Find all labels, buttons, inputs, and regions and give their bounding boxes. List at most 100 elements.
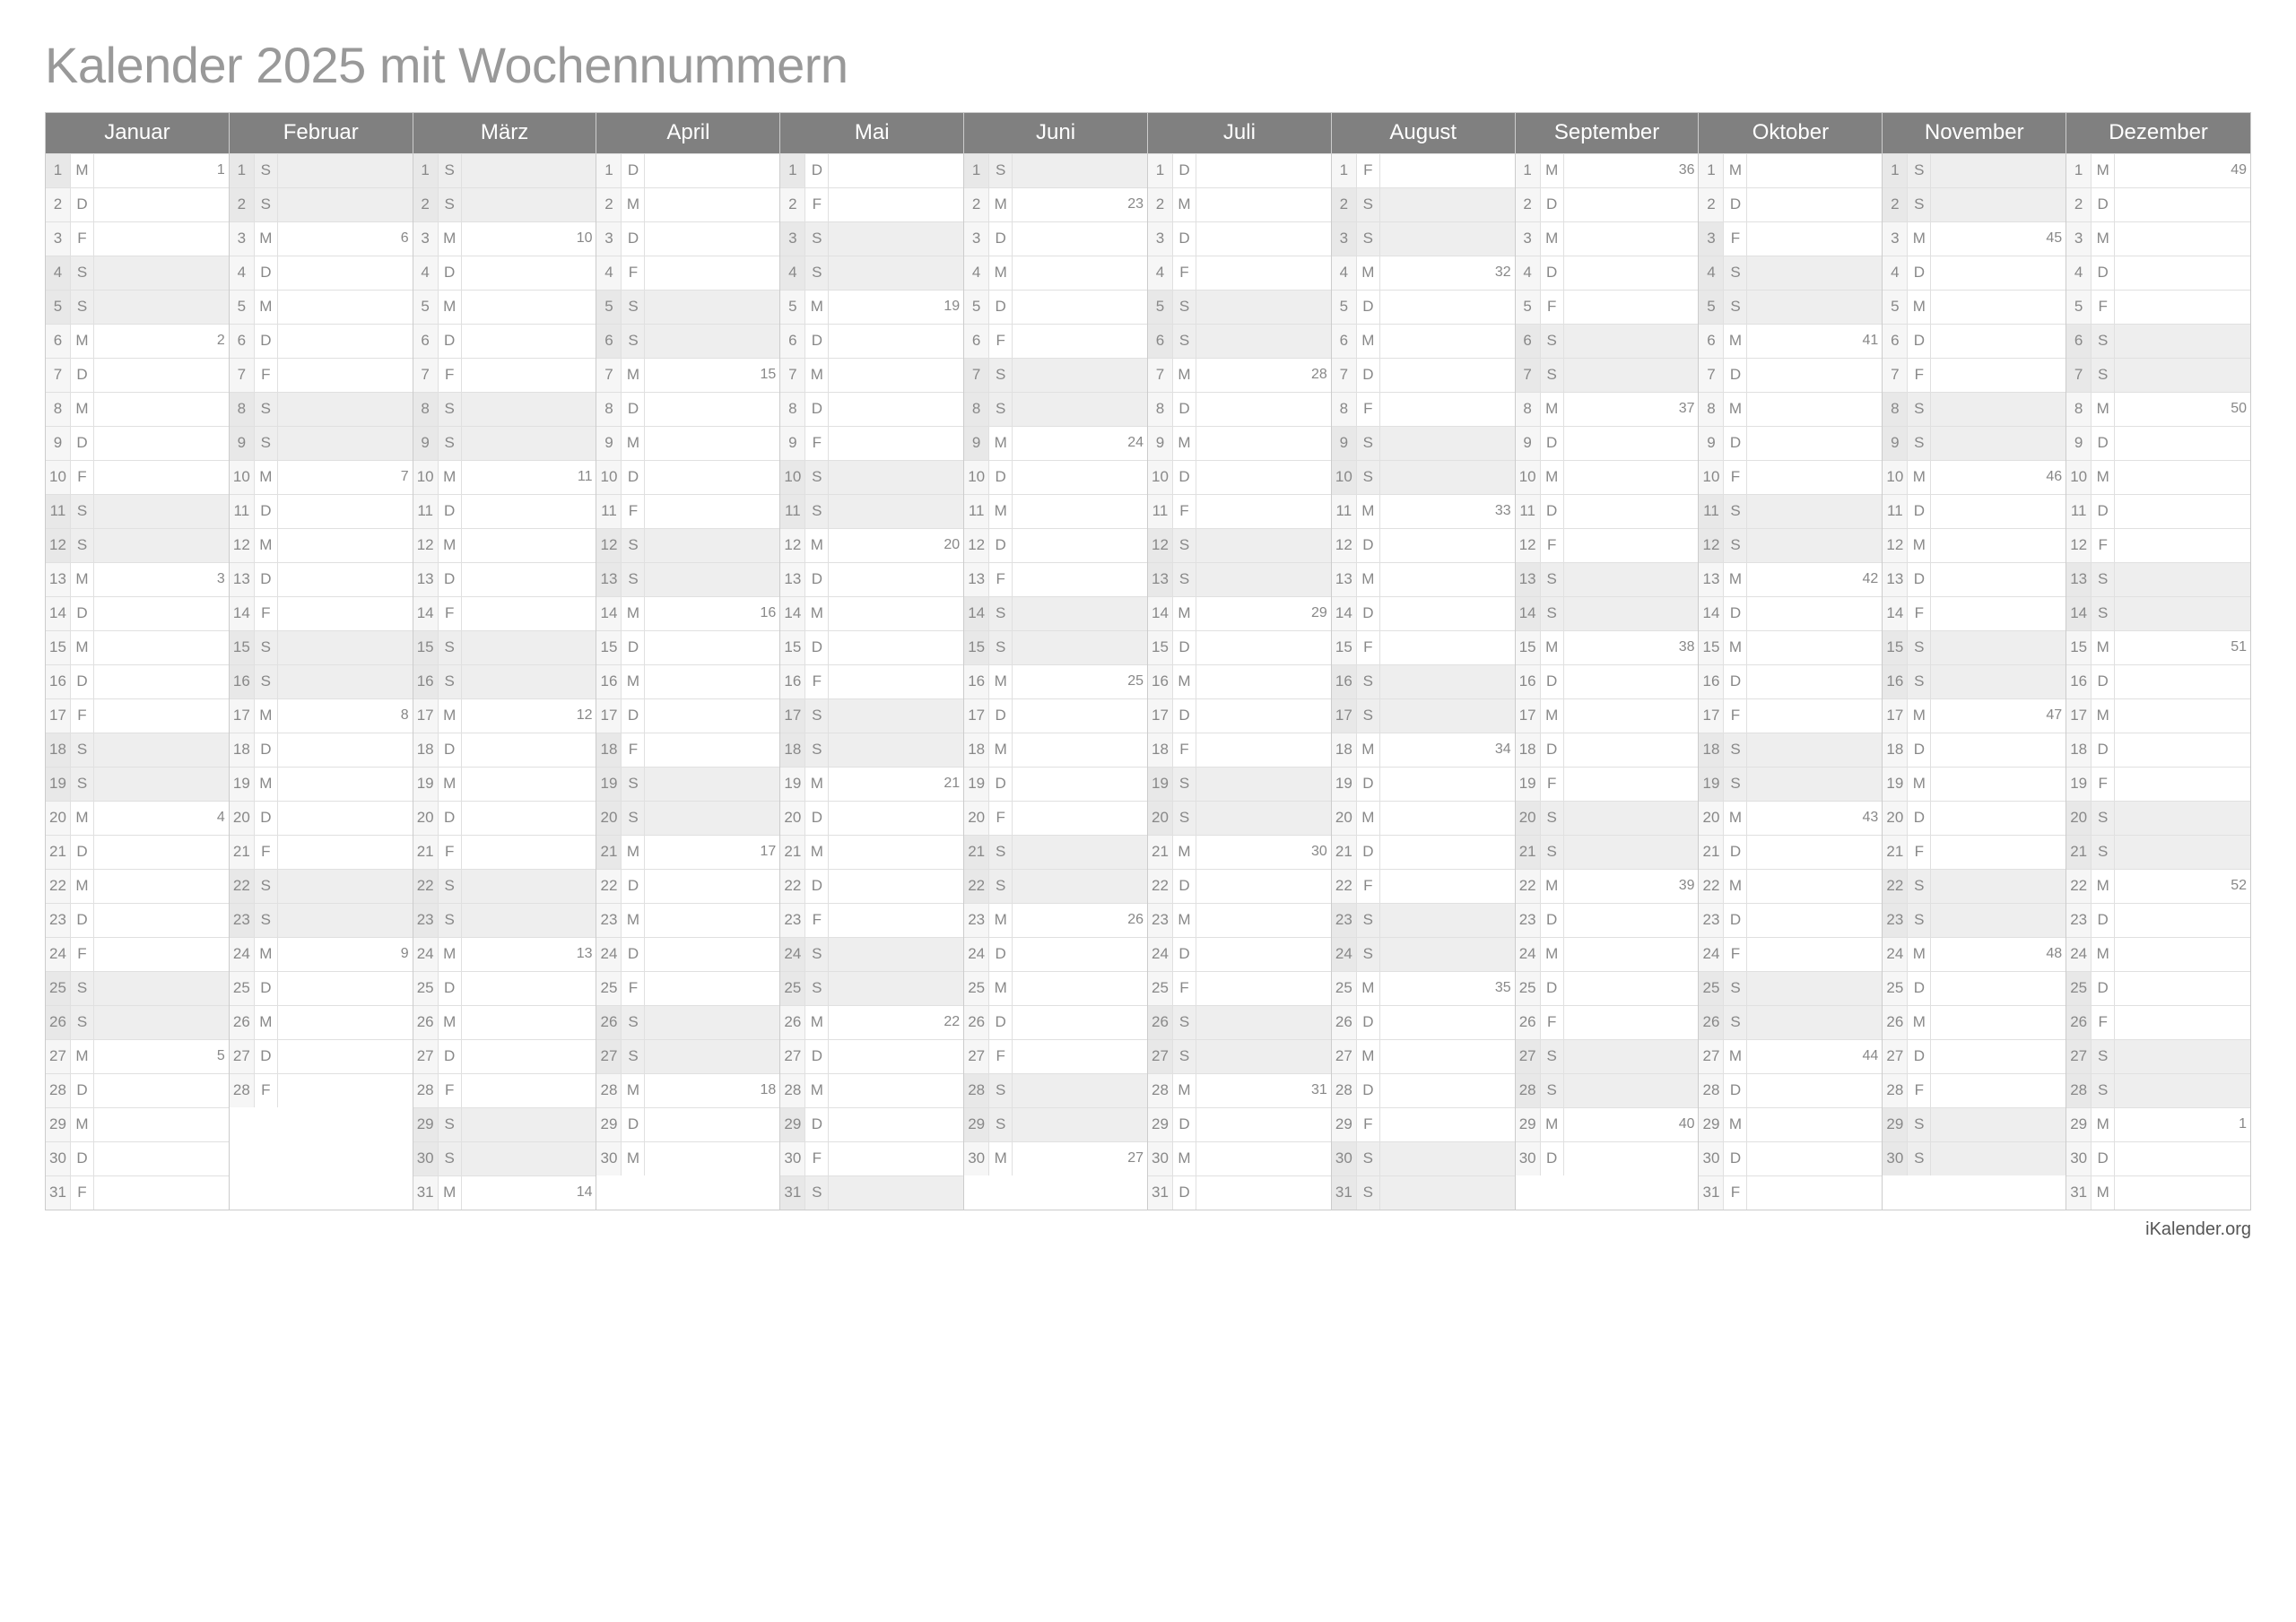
day-number: 26 [596,1006,622,1039]
week-number: 6 [278,222,413,256]
week-number [1196,325,1331,358]
day-row: 16D [2066,664,2250,698]
week-number [1931,972,2066,1005]
weekday-letter: S [989,631,1013,664]
week-number [1747,529,1882,562]
weekday-letter: S [1908,427,1931,460]
weekday-letter: M [622,665,645,698]
day-number: 8 [1883,393,1908,426]
week-number [1013,563,1147,596]
week-number [1196,188,1331,221]
week-number [2115,836,2250,869]
week-number: 43 [1747,802,1882,835]
day-number: 1 [964,154,989,187]
week-number [1196,393,1331,426]
weekday-letter: S [622,563,645,596]
day-row: 13S [1148,562,1331,596]
day-row-empty [230,1107,413,1141]
day-number: 27 [1699,1040,1724,1073]
day-row: 22S [1883,869,2066,903]
weekday-letter: F [1541,529,1564,562]
day-number: 27 [1332,1040,1357,1073]
week-number: 25 [1013,665,1147,698]
day-number: 6 [596,325,622,358]
weekday-letter: S [439,427,462,460]
week-number [1196,665,1331,698]
day-row: 23S [413,903,596,937]
week-number [1747,359,1882,392]
day-row: 13D [413,562,596,596]
week-number [1747,904,1882,937]
weekday-letter: D [71,188,94,221]
day-number: 19 [230,768,255,801]
week-number [829,631,963,664]
week-number [1380,836,1515,869]
weekday-letter: F [1724,222,1747,256]
day-number: 27 [2066,1040,2092,1073]
weekday-letter: M [1173,427,1196,460]
day-row: 4S [780,256,963,290]
weekday-letter: M [71,1108,94,1141]
day-row: 13S [1516,562,1699,596]
week-number: 5 [94,1040,229,1073]
day-row: 10S [1332,460,1515,494]
week-number [1196,222,1331,256]
weekday-letter: D [2092,904,2115,937]
day-row: 25D [1516,971,1699,1005]
week-number [462,393,596,426]
day-row: 10S [780,460,963,494]
day-row: 3S [780,221,963,256]
day-row: 12M20 [780,528,963,562]
day-number: 18 [780,733,805,767]
week-number [1196,699,1331,733]
day-number: 8 [413,393,439,426]
day-number: 11 [413,495,439,528]
day-number: 16 [46,665,71,698]
weekday-letter: S [1357,699,1380,733]
week-number [462,836,596,869]
day-row: 6M2 [46,324,229,358]
day-number: 11 [1699,495,1724,528]
day-row: 27D [413,1039,596,1073]
week-number [2115,699,2250,733]
weekday-letter: S [1357,461,1380,494]
day-number: 8 [596,393,622,426]
day-number: 27 [596,1040,622,1073]
week-number [2115,768,2250,801]
day-row: 3F [1699,221,1882,256]
weekday-letter: D [1173,938,1196,971]
week-number [1931,870,2066,903]
week-number [462,1074,596,1107]
weekday-letter: M [1173,665,1196,698]
day-number: 3 [596,222,622,256]
week-number [645,325,779,358]
week-number [1747,393,1882,426]
day-number: 10 [230,461,255,494]
day-number: 11 [780,495,805,528]
weekday-letter: F [1357,393,1380,426]
day-row: 1D [596,153,779,187]
day-row: 14M16 [596,596,779,630]
week-number [1013,768,1147,801]
day-row: 4F [1148,256,1331,290]
day-number: 4 [1516,256,1541,290]
month-header: März [413,113,596,153]
weekday-letter: S [255,631,278,664]
weekday-letter: D [622,461,645,494]
day-row: 5S [46,290,229,324]
day-row: 22M [1699,869,1882,903]
week-number: 22 [829,1006,963,1039]
day-number: 9 [780,427,805,460]
day-number: 22 [230,870,255,903]
week-number [278,291,413,324]
weekday-letter: S [989,1108,1013,1141]
day-row: 25S [46,971,229,1005]
weekday-letter: F [1908,1074,1931,1107]
week-number [1564,222,1699,256]
day-number: 23 [230,904,255,937]
weekday-letter: M [71,802,94,835]
week-number [1013,1074,1147,1107]
weekday-letter: S [622,802,645,835]
day-row: 5D [1332,290,1515,324]
weekday-letter: D [1173,393,1196,426]
